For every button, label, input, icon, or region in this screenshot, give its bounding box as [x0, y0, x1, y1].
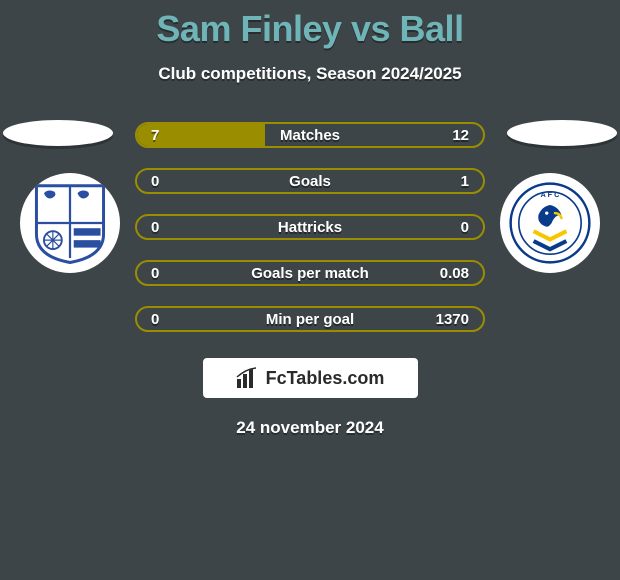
stat-value-right: 12	[452, 127, 469, 144]
stat-value-right: 0	[461, 219, 469, 236]
stat-row: 7 Matches 12	[135, 122, 485, 148]
snapshot-date: 24 november 2024	[0, 418, 620, 438]
brand-text: FcTables.com	[266, 368, 385, 389]
stat-value-left: 0	[151, 311, 159, 328]
brand-badge: FcTables.com	[203, 358, 418, 398]
stat-label: Goals	[289, 173, 331, 190]
stat-label: Min per goal	[266, 311, 354, 328]
stat-value-left: 7	[151, 127, 159, 144]
stat-row: 0 Hattricks 0	[135, 214, 485, 240]
stat-value-right: 0.08	[440, 265, 469, 282]
stat-value-right: 1370	[436, 311, 469, 328]
stat-value-left: 0	[151, 219, 159, 236]
bars-icon	[236, 367, 260, 389]
stat-value-left: 0	[151, 265, 159, 282]
stat-label: Goals per match	[251, 265, 369, 282]
player-photo-left-placeholder	[3, 120, 113, 146]
stat-row: 0 Goals per match 0.08	[135, 260, 485, 286]
page-title: Sam Finley vs Ball	[0, 0, 620, 50]
club-crest-left	[20, 173, 120, 273]
stat-label: Matches	[280, 127, 340, 144]
stat-row: 0 Min per goal 1370	[135, 306, 485, 332]
svg-text:A F C: A F C	[541, 190, 561, 199]
page-subtitle: Club competitions, Season 2024/2025	[0, 64, 620, 84]
stat-bars: 7 Matches 12 0 Goals 1 0 Hattricks 0 0 Goals per m…	[135, 122, 485, 332]
player-photo-right-placeholder	[507, 120, 617, 146]
stat-value-right: 1	[461, 173, 469, 190]
club-crest-right: A F C	[500, 173, 600, 273]
tranmere-crest-icon	[29, 182, 111, 264]
stat-value-left: 0	[151, 173, 159, 190]
comparison-panel: A F C 7 Matches 12 0 Goals 1 0 Hattricks 0 0 Goals…	[0, 108, 620, 338]
stat-row: 0 Goals 1	[135, 168, 485, 194]
wimbledon-crest-icon: A F C	[509, 182, 591, 264]
stat-label: Hattricks	[278, 219, 342, 236]
